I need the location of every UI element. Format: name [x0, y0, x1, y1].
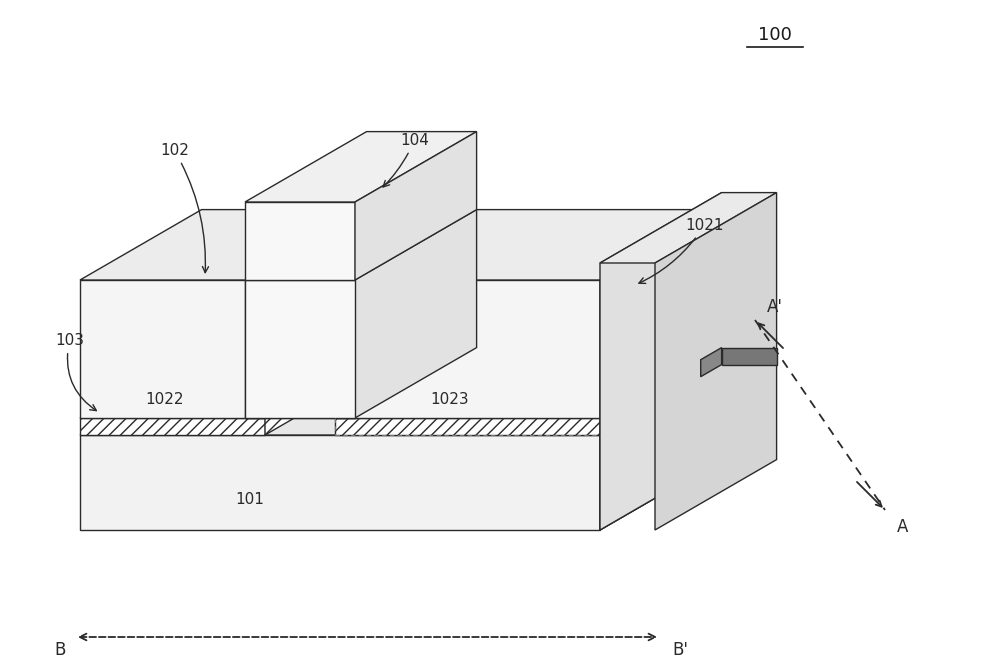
Polygon shape: [355, 209, 477, 418]
Text: 104: 104: [383, 133, 429, 187]
Polygon shape: [80, 418, 265, 435]
Polygon shape: [600, 209, 722, 418]
Polygon shape: [600, 364, 722, 530]
Polygon shape: [80, 348, 387, 418]
Polygon shape: [80, 209, 387, 280]
Polygon shape: [245, 202, 355, 280]
Text: B': B': [672, 641, 688, 659]
Polygon shape: [600, 193, 777, 263]
Polygon shape: [80, 280, 265, 418]
Polygon shape: [600, 364, 722, 530]
Polygon shape: [335, 418, 600, 435]
Polygon shape: [265, 348, 387, 435]
Polygon shape: [80, 364, 722, 435]
Text: 1021: 1021: [639, 218, 724, 283]
Polygon shape: [335, 280, 600, 418]
Text: A: A: [897, 518, 908, 536]
Polygon shape: [265, 209, 387, 418]
Text: 103: 103: [55, 333, 96, 410]
Polygon shape: [335, 209, 722, 280]
Polygon shape: [335, 348, 722, 418]
Text: 1023: 1023: [431, 392, 469, 408]
Polygon shape: [245, 280, 355, 418]
Text: 102: 102: [160, 143, 209, 273]
Polygon shape: [701, 348, 722, 376]
Polygon shape: [355, 132, 477, 280]
Polygon shape: [600, 193, 722, 530]
Polygon shape: [245, 280, 355, 418]
Polygon shape: [722, 348, 777, 364]
Polygon shape: [655, 193, 777, 530]
Text: B: B: [54, 641, 66, 659]
Text: 100: 100: [758, 26, 792, 44]
Polygon shape: [245, 132, 477, 202]
Text: 1022: 1022: [146, 392, 184, 408]
Polygon shape: [80, 435, 600, 530]
Text: A': A': [767, 298, 783, 316]
Text: 101: 101: [236, 493, 264, 507]
Polygon shape: [600, 348, 722, 435]
